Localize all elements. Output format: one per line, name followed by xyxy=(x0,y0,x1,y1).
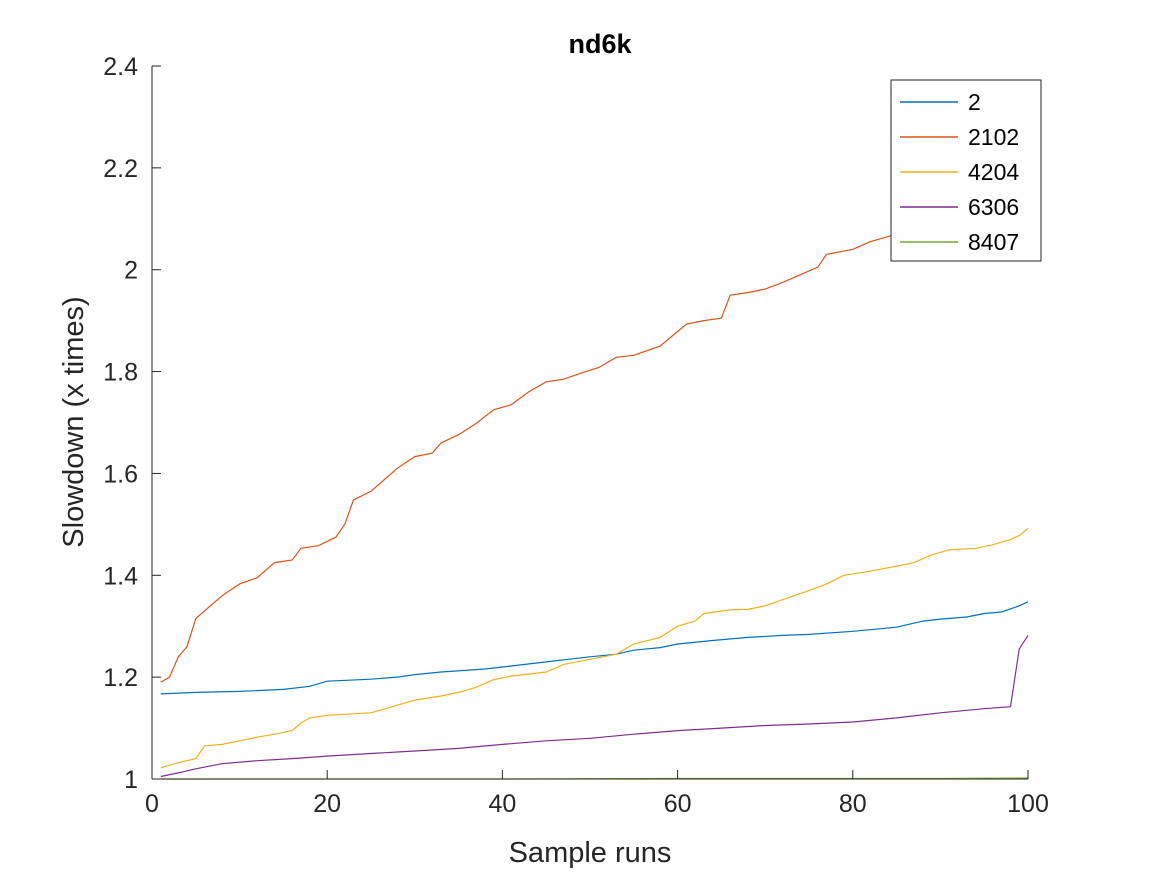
y-tick-label: 1.2 xyxy=(103,664,138,692)
x-tick-label: 80 xyxy=(839,790,867,818)
chart-title: nd6k xyxy=(568,29,632,59)
x-tick-label: 20 xyxy=(313,790,341,818)
axes-layer xyxy=(151,66,1028,780)
plot-background xyxy=(152,66,1028,779)
y-tick-label: 2.2 xyxy=(103,155,138,183)
series-layer xyxy=(160,151,1029,780)
y-tick-label: 1.8 xyxy=(103,359,138,387)
series-line-2 xyxy=(160,601,1029,695)
x-tick-label: 100 xyxy=(1007,790,1049,818)
series-line-4204 xyxy=(160,527,1029,769)
legend-box xyxy=(890,79,1042,262)
x-tick-label: 0 xyxy=(145,790,159,818)
y-tick-label: 1 xyxy=(124,766,138,794)
legend: 2 2102 4204 6306 8407 xyxy=(890,79,1042,262)
series-line-2102 xyxy=(160,151,1029,683)
legend-items: 2 2102 4204 6306 8407 xyxy=(900,89,1019,255)
legend-label-8407: 8407 xyxy=(968,229,1019,255)
legend-label-2: 2 xyxy=(968,89,981,115)
legend-label-2102: 2102 xyxy=(968,124,1019,150)
y-axis-title: Slowdown (x times) xyxy=(58,296,90,547)
series-line-6306 xyxy=(160,635,1029,778)
y-tick-label: 2.4 xyxy=(103,53,138,81)
y-tick-label: 1.6 xyxy=(103,460,138,488)
y-tick-label: 2 xyxy=(124,257,138,285)
ticks-layer: 0 20 40 60 80 100 1 1.2 1.4 1.6 1.8 2 2.2 2.4 xyxy=(103,53,1049,818)
x-axis-title: Sample runs xyxy=(509,837,672,869)
x-tick-label: 40 xyxy=(488,790,516,818)
legend-label-4204: 4204 xyxy=(968,159,1019,185)
legend-label-6306: 6306 xyxy=(968,194,1019,220)
x-tick-label: 60 xyxy=(664,790,692,818)
y-tick-label: 1.4 xyxy=(103,562,138,590)
